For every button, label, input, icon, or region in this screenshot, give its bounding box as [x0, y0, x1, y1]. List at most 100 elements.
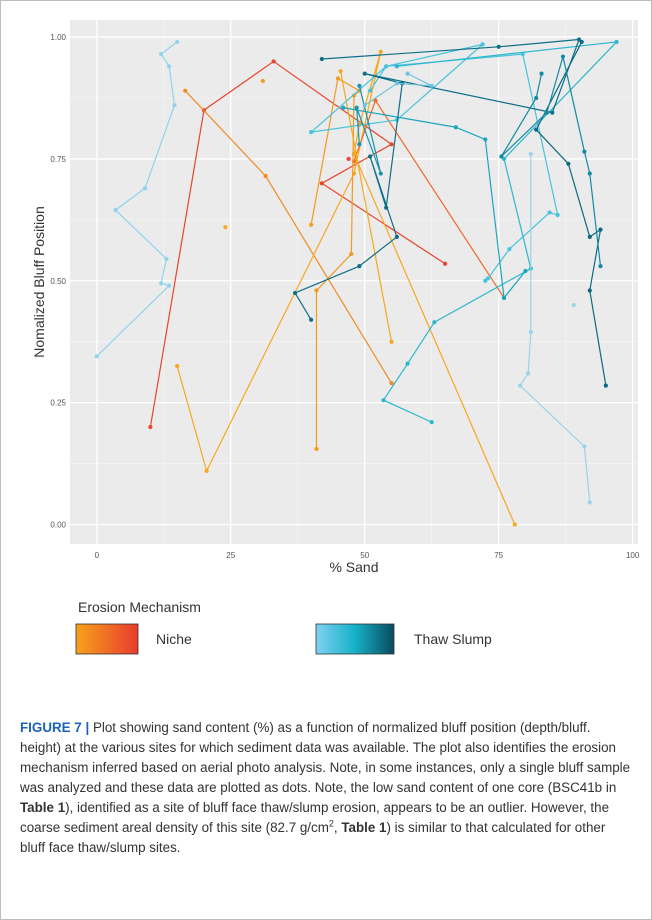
data-point [389, 381, 394, 386]
data-point [555, 212, 560, 218]
data-point [158, 281, 164, 286]
data-point [587, 234, 592, 240]
legend-label-thaw-slump: Thaw Slump [414, 631, 492, 647]
table-reference-2[interactable]: Table 1 [341, 820, 387, 835]
series-line [294, 38, 580, 321]
x-tick-label: 100 [626, 551, 640, 560]
data-point [485, 276, 491, 281]
data-point [381, 398, 386, 403]
sand-vs-bluff-position-chart: 0 25 50 75 100 0.00 0.25 0.50 0.75 1.00 % Sand No… [31, 20, 640, 655]
data-point [547, 210, 552, 215]
data-point [507, 246, 512, 252]
table-reference-1[interactable]: Table 1 [20, 800, 66, 815]
series-thaw-10 [354, 83, 383, 176]
series-thaw-12 [534, 39, 608, 388]
x-axis-title: % Sand [329, 559, 378, 575]
y-axis-title: Nomalized Bluff Position [31, 206, 47, 357]
data-point [587, 288, 592, 293]
series-niche-4 [309, 76, 362, 452]
data-point [480, 42, 485, 47]
legend-swatch-thaw-slump [315, 623, 395, 655]
x-tick-label: 75 [494, 551, 503, 560]
data-point [394, 81, 399, 86]
data-point [167, 283, 172, 288]
data-point [172, 103, 177, 108]
series-line [500, 55, 602, 267]
data-point [429, 83, 434, 88]
data-point [528, 329, 533, 335]
data-point [367, 88, 373, 93]
data-point [394, 64, 399, 69]
data-point [614, 39, 619, 45]
data-point [432, 320, 437, 325]
data-point [335, 76, 341, 81]
caption-superscript: 2 [328, 818, 334, 829]
caption-text-2: ), identified as a site of bluff face th… [20, 800, 610, 835]
data-point [501, 295, 507, 300]
series-thaw-15 [518, 151, 592, 505]
data-point [183, 88, 188, 93]
figure-caption: FIGURE 7 | Plot showing sand content (%)… [20, 718, 632, 858]
data-point [113, 208, 118, 213]
data-point [582, 444, 587, 449]
data-point [175, 363, 180, 369]
data-point [357, 83, 362, 88]
series-thaw-14 [362, 71, 434, 108]
data-point [501, 156, 507, 162]
data-point [349, 251, 354, 257]
single-sample-point-niche [223, 225, 228, 230]
legend-title: Erosion Mechanism [78, 599, 201, 615]
legend-label-niche: Niche [156, 631, 192, 647]
legend: Erosion Mechanism Niche Thaw Slump [75, 599, 492, 655]
series-thaw-6 [94, 39, 180, 359]
data-point [512, 522, 517, 527]
single-sample-point-thaw [571, 303, 576, 308]
data-point [394, 234, 399, 240]
series-thaw-8 [381, 39, 619, 425]
data-point [204, 468, 209, 473]
data-point [142, 186, 148, 191]
data-point [534, 127, 539, 132]
data-point [598, 227, 603, 232]
data-point [544, 110, 550, 115]
data-point [453, 125, 458, 130]
data-point [292, 290, 298, 296]
data-point [341, 105, 346, 110]
data-point [483, 137, 488, 142]
data-point [164, 256, 169, 261]
series-thaw-7 [309, 42, 560, 281]
data-point [367, 154, 373, 159]
data-point [94, 354, 99, 359]
data-point [587, 500, 592, 505]
y-tick-label: 1.00 [50, 33, 66, 42]
data-point [576, 37, 582, 42]
data-point [338, 69, 343, 74]
data-point [309, 130, 314, 135]
data-point [526, 371, 531, 376]
data-point [175, 39, 180, 45]
tick-labels: 0 25 50 75 100 0.00 0.25 0.50 0.75 1.00 [50, 33, 639, 560]
data-point [496, 44, 501, 49]
data-point [351, 93, 357, 98]
x-tick-label: 50 [360, 551, 369, 560]
series-niche-1 [183, 88, 394, 386]
data-point [518, 383, 523, 388]
caption-text-3: , [333, 820, 342, 835]
data-point [539, 71, 544, 76]
data-point [362, 103, 367, 108]
data-point [405, 71, 410, 76]
y-tick-label: 0.50 [50, 277, 66, 286]
series-line [519, 154, 591, 503]
series-thaw-9 [341, 105, 528, 300]
data-point [405, 361, 410, 366]
data-point [534, 95, 539, 101]
data-point [389, 339, 394, 344]
data-point [566, 161, 571, 166]
data-point [271, 59, 276, 64]
data-point [158, 52, 164, 57]
data-point [309, 222, 314, 227]
data-point [579, 39, 584, 45]
data-point [384, 205, 389, 210]
legend-swatch-niche [75, 623, 139, 655]
